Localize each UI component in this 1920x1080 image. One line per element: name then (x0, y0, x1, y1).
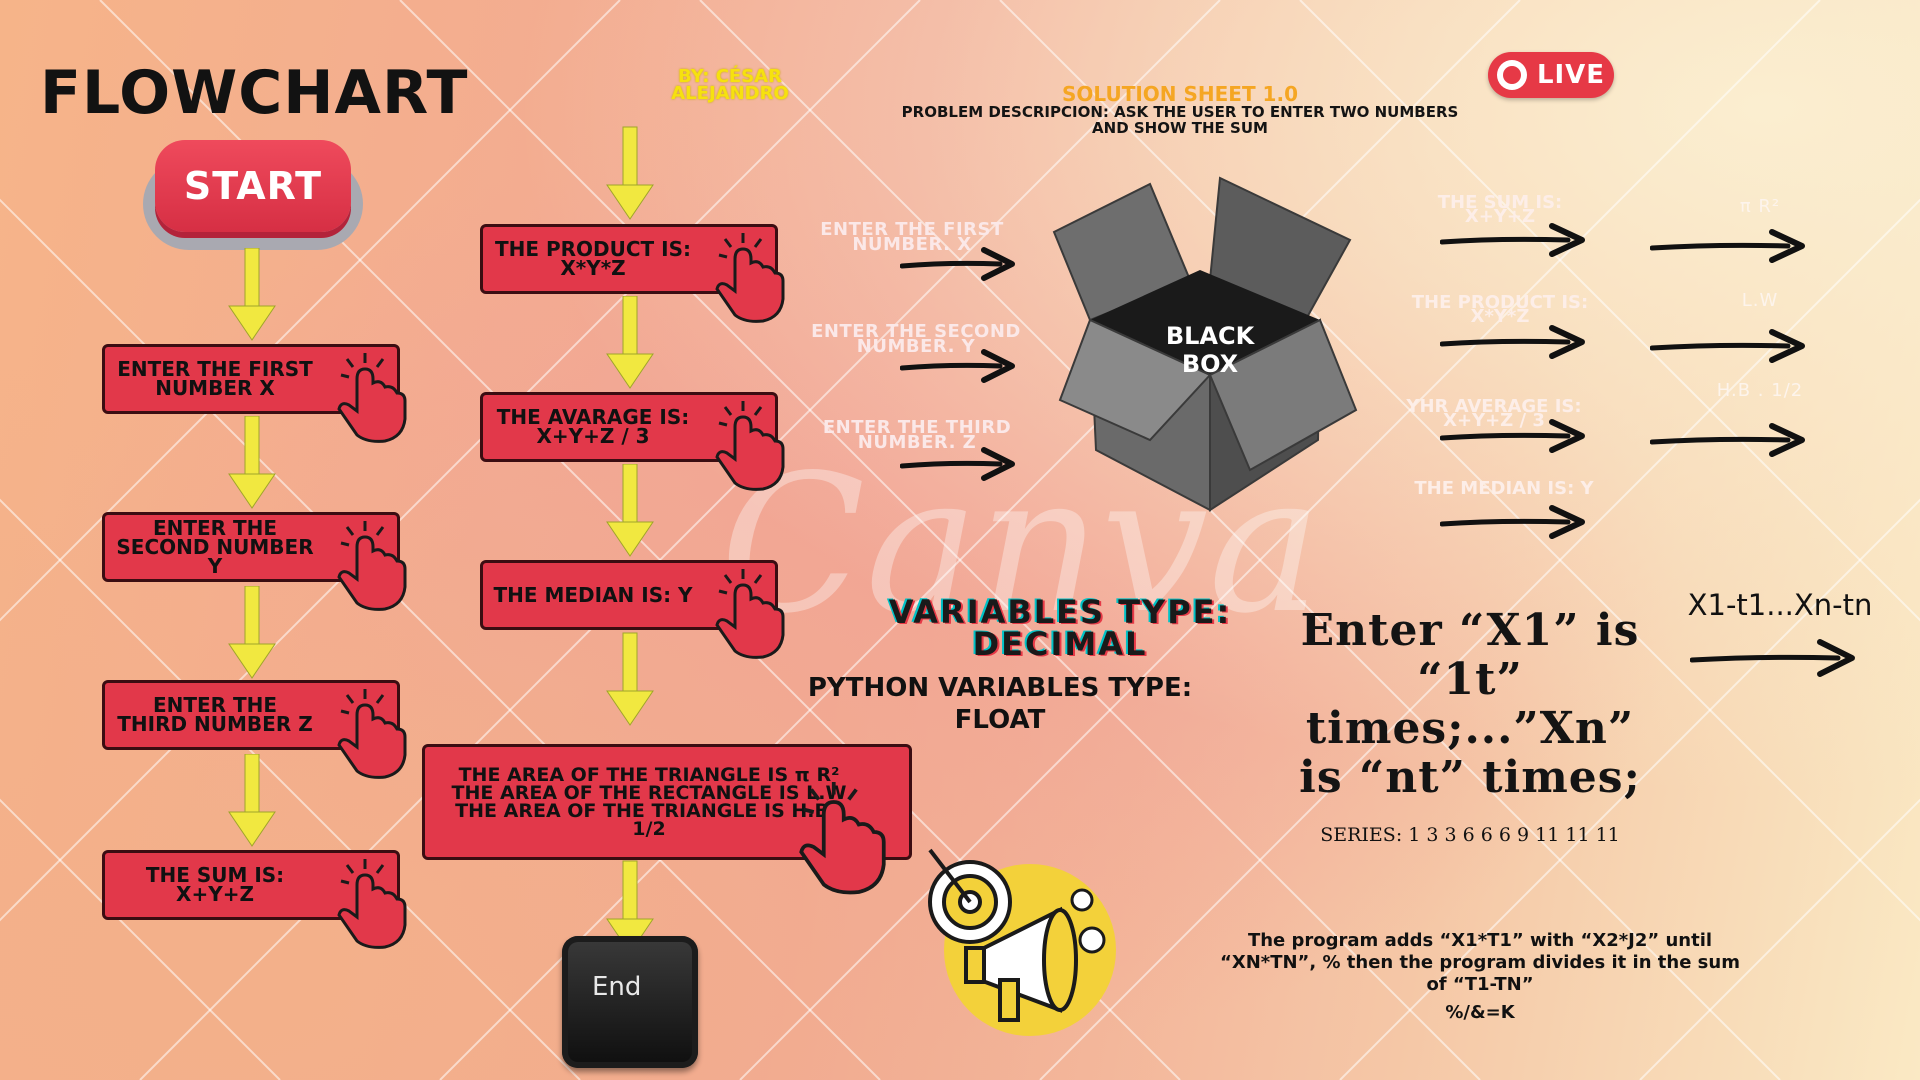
area-rectangle: THE AREA OF THE RECTANGLE IS L.W (451, 782, 847, 804)
output-arrow-icon (1440, 223, 1585, 257)
flow-arrow-down-icon (606, 464, 654, 557)
output-arrow-icon (1440, 419, 1585, 453)
flow-arrow-down-icon (606, 126, 654, 220)
flow-arrow-down-icon (606, 296, 654, 389)
formula-triangle-area: H.B . 1/2 (1716, 380, 1804, 401)
flow-arrow-down-icon (228, 754, 276, 847)
area-triangle: THE AREA OF THE TRIANGLE IS H.B . 1/2 (455, 800, 843, 840)
end-label: End (592, 972, 642, 1002)
black-box-label: BLACK BOX (1165, 322, 1255, 378)
step-areas[interactable]: THE AREA OF THE TRIANGLE IS π R² THE ARE… (422, 744, 912, 895)
program-description: The program adds “X1*T1” with “X2*J2” un… (1220, 930, 1740, 995)
formula-arrow-icon (1650, 329, 1805, 363)
page-title: FLOWCHART (40, 58, 469, 128)
end-key-button[interactable]: End (562, 936, 698, 1068)
symbol-note: %/&=K (1445, 1002, 1515, 1023)
flow-arrow-down-icon (228, 248, 276, 341)
step-the-sum[interactable]: THE SUM IS: X+Y+Z (102, 850, 407, 949)
input-third-number: ENTER THE THIRD NUMBER. Z (822, 417, 1012, 453)
live-indicator-icon (1496, 60, 1527, 90)
step-the-median[interactable]: THE MEDIAN IS: Y (480, 560, 785, 659)
step-label: THE PRODUCT IS: X*Y*Z (494, 237, 692, 280)
solution-sheet-title: SOLUTION SHEET 1.0 (1062, 82, 1298, 106)
start-button[interactable]: START (155, 140, 351, 232)
click-hand-icon (799, 782, 886, 895)
input-second-number: ENTER THE SECOND NUMBER. Y (811, 321, 1021, 357)
problem-description: PROBLEM DESCRIPCION: ASK THE USER TO ENT… (901, 103, 1459, 137)
step-the-average[interactable]: THE AVARAGE IS: X+Y+Z / 3 (480, 392, 785, 491)
start-label: START (183, 164, 323, 208)
live-badge[interactable]: LIVE (1488, 52, 1614, 98)
output-average: YHR AVERAGE IS: X+Y+Z / 3 (1406, 396, 1582, 431)
formula-arrow-icon (1650, 423, 1805, 457)
series-values: SERIES: 1 3 3 6 6 6 9 11 11 11 (1320, 824, 1620, 846)
input-arrow-icon (900, 349, 1015, 383)
flow-arrow-down-icon (228, 586, 276, 679)
click-hand-icon (337, 689, 407, 779)
output-arrow-icon (1440, 505, 1585, 539)
step-enter-first-number[interactable]: ENTER THE FIRST NUMBER X (102, 344, 407, 443)
flow-arrow-down-icon (606, 632, 654, 726)
click-hand-icon (715, 569, 785, 659)
step-label: THE MEDIAN IS: Y (493, 582, 693, 607)
black-box-icon (1052, 176, 1358, 512)
area-triangle-circle: THE AREA OF THE TRIANGLE IS π R² (458, 764, 840, 786)
click-hand-icon (337, 353, 407, 443)
megaphone-target-illustration (928, 848, 1116, 1036)
step-the-product[interactable]: THE PRODUCT IS: X*Y*Z (480, 224, 785, 323)
live-label: LIVE (1536, 60, 1606, 90)
step-label: ENTER THE THIRD NUMBER Z (117, 693, 313, 736)
click-hand-icon (337, 859, 407, 949)
formula-arrow-icon (1650, 229, 1805, 263)
input-arrow-icon (900, 247, 1015, 281)
output-arrow-icon (1440, 325, 1585, 359)
input-first-number: ENTER THE FIRST NUMBER. X (820, 219, 1004, 255)
output-median: THE MEDIAN IS: Y (1414, 478, 1594, 499)
flow-arrow-down-icon (228, 416, 276, 509)
variables-type-heading: VARIABLES TYPE: DECIMAL (888, 593, 1232, 663)
click-hand-icon (337, 521, 407, 611)
weighted-statement: Enter “X1” is “1t” times;...”Xn” is “nt”… (1299, 605, 1641, 803)
formula-circle-area: π R² (1739, 196, 1781, 217)
python-variables-type: PYTHON VARIABLES TYPE: FLOAT (807, 673, 1193, 735)
output-sum: THE SUM IS: X+Y+Z (1437, 192, 1563, 227)
step-enter-third-number[interactable]: ENTER THE THIRD NUMBER Z (102, 680, 407, 779)
step-label: ENTER THE SECOND NUMBER Y (116, 515, 314, 578)
step-enter-second-number[interactable]: ENTER THE SECOND NUMBER Y (102, 512, 407, 611)
weighted-sequence: X1-t1...Xn-tn (1687, 588, 1873, 622)
step-label: THE SUM IS: X+Y+Z (145, 863, 285, 906)
sequence-arrow-icon (1690, 639, 1855, 677)
step-label: ENTER THE FIRST NUMBER X (117, 357, 313, 400)
author-credit: BY: CÉSAR ALEJANDRO (671, 66, 789, 104)
step-label: THE AVARAGE IS: X+Y+Z / 3 (496, 405, 690, 448)
click-hand-icon (715, 233, 785, 323)
output-product: THE PRODUCT IS: X*Y*Z (1411, 292, 1589, 327)
input-arrow-icon (900, 447, 1015, 481)
click-hand-icon (715, 401, 785, 491)
formula-rectangle-area: L.W (1741, 290, 1779, 311)
